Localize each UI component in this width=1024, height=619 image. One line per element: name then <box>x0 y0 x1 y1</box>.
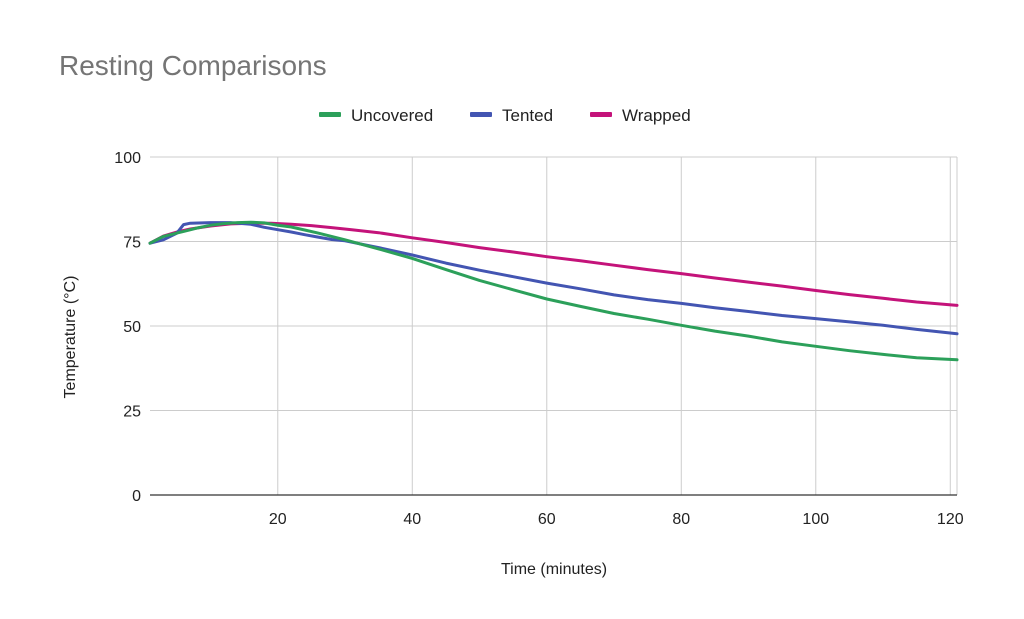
legend-swatch <box>470 112 492 117</box>
legend-swatch <box>590 112 612 117</box>
x-gridlines <box>277 157 958 495</box>
legend-label: Uncovered <box>351 106 433 125</box>
y-tick-label: 50 <box>123 319 141 336</box>
series-line-tented <box>148 221 959 336</box>
x-tick-label: 120 <box>937 511 964 528</box>
legend-label: Tented <box>502 106 553 125</box>
y-axis-title: Temperature (°C) <box>62 276 79 399</box>
series-line-wrapped <box>148 221 959 307</box>
chart-title: Resting Comparisons <box>59 50 327 81</box>
x-tick-label: 100 <box>802 511 829 528</box>
x-tick-label: 20 <box>269 511 287 528</box>
series-lines <box>148 220 959 362</box>
y-tick-label: 25 <box>123 404 141 421</box>
x-axis-title: Time (minutes) <box>501 561 607 578</box>
legend-swatch <box>319 112 341 117</box>
legend: Uncovered Tented Wrapped <box>319 106 691 125</box>
y-axis-tick-labels: 0 25 50 75 100 <box>114 150 141 505</box>
x-axis-tick-labels: 20 40 60 80 100 120 <box>269 511 964 528</box>
legend-label: Wrapped <box>622 106 691 125</box>
series-line-uncovered <box>148 220 959 362</box>
x-tick-label: 80 <box>672 511 690 528</box>
y-tick-label: 75 <box>123 235 141 252</box>
y-tick-label: 100 <box>114 150 141 167</box>
y-gridlines <box>150 156 957 411</box>
x-tick-label: 40 <box>403 511 421 528</box>
x-tick-label: 60 <box>538 511 556 528</box>
y-tick-label: 0 <box>132 488 141 505</box>
